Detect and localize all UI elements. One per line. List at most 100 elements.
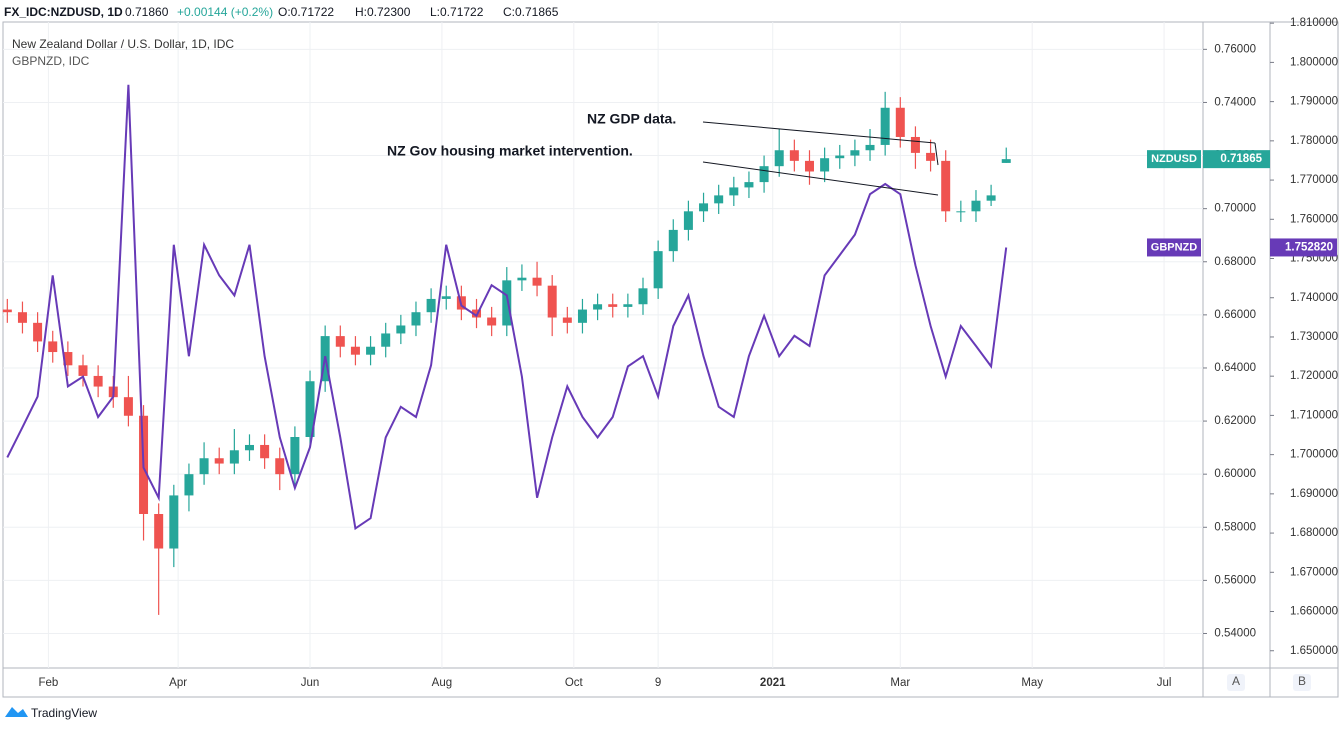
candle-body [835,155,845,159]
candle-body [290,437,300,475]
x-tick-label: Aug [432,677,452,689]
logo [5,707,28,717]
annotation: NZ Gov housing market intervention. [387,143,633,159]
candle-body [850,150,860,156]
candle-body [759,166,769,183]
candle-body [93,375,103,387]
candle-body [729,187,739,196]
candle-body [789,150,799,161]
header-low: L:0.71722 [430,5,484,19]
x-tick-label: Apr [169,677,187,689]
candle-body [17,312,27,323]
line-series [6,84,1008,531]
y2-tick-label: 1.770000 [1290,174,1338,186]
candle-body [941,160,951,212]
y-tick-label: 0.60000 [1214,468,1256,480]
candle-body [260,444,270,459]
axis-button-label[interactable]: A [1232,674,1240,688]
candle-body [593,304,603,310]
y-tick-label: 0.56000 [1214,574,1256,586]
trend-line [702,161,939,196]
candle-body [396,325,406,334]
y2-tick-label: 1.760000 [1290,213,1338,225]
candle-body [78,365,88,376]
x-tick-label: May [1021,677,1043,689]
trend-line [934,142,939,166]
candle-body [608,304,618,307]
candle-body [123,397,133,416]
price-badge-name: GBPNZD [1151,241,1198,253]
candle-body [487,317,497,326]
candle-body [517,277,527,281]
y-tick-label: 0.62000 [1214,415,1256,427]
candle-body [48,341,58,353]
price-badge [1270,238,1337,257]
footer: TradingView [31,706,97,720]
axis-button-label[interactable]: B [1298,674,1306,688]
y-tick-label: 0.70000 [1214,203,1256,215]
candle-body [986,195,996,201]
header-high: H:0.72300 [355,5,411,19]
y2-tick-label: 1.660000 [1290,606,1338,618]
candle-body [547,285,557,318]
candle-body [275,458,285,475]
candle-body [441,296,451,299]
chart-title: New Zealand Dollar / U.S. Dollar, 1D, ID… [12,37,234,51]
annotation: NZ GDP data. [587,111,676,127]
candle-body [683,211,693,230]
y-tick-label: 0.68000 [1214,256,1256,268]
y2-tick-label: 1.710000 [1290,409,1338,421]
candle-body [366,346,376,355]
x-tick-label: Jun [301,677,320,689]
candle-body [577,309,587,323]
candle-body [653,251,663,289]
y-tick-label: 0.74000 [1214,96,1256,108]
candle-body [744,182,754,188]
candle-body [411,312,421,326]
candle-body [865,144,875,151]
axis-button[interactable] [1293,674,1311,691]
candle-body [926,152,936,161]
candle-body [381,333,391,347]
y2-tick-label: 1.680000 [1290,527,1338,539]
candle-body [63,352,73,366]
y2-tick-label: 1.690000 [1290,488,1338,500]
trend-line [702,121,936,144]
candle-body [820,158,830,172]
price-badge [1147,150,1201,169]
grid [3,22,1274,668]
candle-body [880,107,890,145]
y2-tick-label: 1.800000 [1290,56,1338,68]
candle-body [335,336,345,347]
header-close: C:0.71865 [503,5,559,19]
x-tick-label: Jul [1157,677,1172,689]
y2-tick-label: 1.670000 [1290,566,1338,578]
frame [2,21,1339,698]
x-tick-label: Mar [890,677,910,689]
candle-body [668,229,678,252]
y2-tick-label: 1.790000 [1290,96,1338,108]
candle-body [804,160,814,172]
header-last: 0.71860 [125,5,169,19]
candle-body [562,317,572,323]
candle-body [714,195,724,204]
x-tick-label: 2021 [760,677,786,689]
chart-subtitle: GBPNZD, IDC [12,54,90,68]
y-tick-label: 0.64000 [1214,362,1256,374]
y2-tick-label: 1.730000 [1290,331,1338,343]
candle-body [229,450,239,464]
candle-body [214,458,224,464]
labels: FX_IDC:NZDUSD, 1D 0.71860 +0.00144 (+0.2… [4,5,1338,720]
price-badge [1203,150,1270,169]
candle-body [971,200,981,212]
price-badge-value: 1.752820 [1285,241,1333,253]
axis-button[interactable] [1227,674,1245,691]
y2-tick-label: 1.740000 [1290,292,1338,304]
candle-body [502,280,512,326]
y2-tick-label: 1.700000 [1290,449,1338,461]
header-open: O:0.71722 [278,5,334,19]
header-symbol: FX_IDC:NZDUSD, 1D [4,5,123,19]
y2-tick-label: 1.650000 [1290,645,1338,657]
price-badge [1147,238,1201,257]
candle-body [1001,159,1011,163]
